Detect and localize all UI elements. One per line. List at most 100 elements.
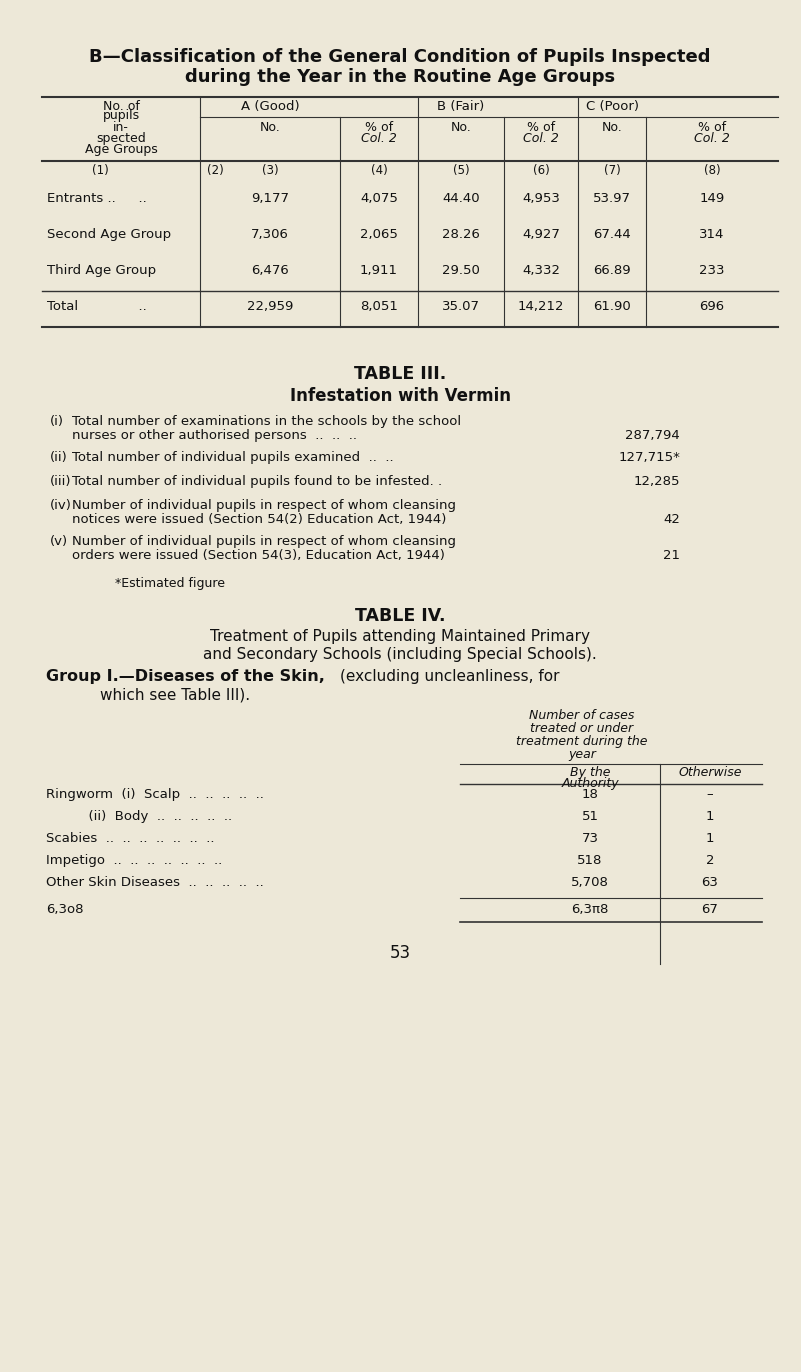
Text: Treatment of Pupils attending Maintained Primary: Treatment of Pupils attending Maintained… [210, 628, 590, 643]
Text: 5,708: 5,708 [571, 875, 609, 889]
Text: 9,177: 9,177 [251, 192, 289, 204]
Text: (iv): (iv) [50, 499, 72, 512]
Text: –: – [706, 788, 714, 801]
Text: Impetigo  ..  ..  ..  ..  ..  ..  ..: Impetigo .. .. .. .. .. .. .. [46, 853, 222, 867]
Text: (4): (4) [371, 165, 388, 177]
Text: 4,953: 4,953 [522, 192, 560, 204]
Text: Second Age Group: Second Age Group [47, 228, 171, 241]
Text: No. of: No. of [103, 100, 139, 113]
Text: 18: 18 [582, 788, 598, 801]
Text: pupils: pupils [103, 108, 139, 122]
Text: A (Good): A (Good) [240, 100, 300, 113]
Text: (ii)  Body  ..  ..  ..  ..  ..: (ii) Body .. .. .. .. .. [46, 809, 232, 823]
Text: Col. 2: Col. 2 [523, 132, 559, 145]
Text: 4,927: 4,927 [522, 228, 560, 241]
Text: (v): (v) [50, 535, 68, 547]
Text: 6,476: 6,476 [252, 263, 289, 277]
Text: 73: 73 [582, 831, 598, 845]
Text: TABLE IV.: TABLE IV. [355, 606, 445, 626]
Text: 63: 63 [702, 875, 718, 889]
Text: 67: 67 [702, 903, 718, 916]
Text: in-: in- [113, 121, 129, 134]
Text: Col. 2: Col. 2 [694, 132, 730, 145]
Text: 42: 42 [663, 513, 680, 525]
Text: 2: 2 [706, 853, 714, 867]
Text: 4,332: 4,332 [522, 263, 560, 277]
Text: 4,075: 4,075 [360, 192, 398, 204]
Text: 518: 518 [578, 853, 602, 867]
Text: and Secondary Schools (including Special Schools).: and Secondary Schools (including Special… [203, 648, 597, 663]
Text: Col. 2: Col. 2 [361, 132, 397, 145]
Text: spected: spected [96, 132, 146, 145]
Text: 1,911: 1,911 [360, 263, 398, 277]
Text: 61.90: 61.90 [593, 300, 631, 313]
Text: notices were issued (Section 54(2) Education Act, 1944): notices were issued (Section 54(2) Educa… [72, 513, 446, 525]
Text: % of: % of [527, 121, 555, 134]
Text: (iii): (iii) [50, 475, 71, 488]
Text: 233: 233 [699, 263, 725, 277]
Text: Otherwise: Otherwise [678, 766, 742, 779]
Text: 2,065: 2,065 [360, 228, 398, 241]
Text: Authority: Authority [562, 777, 619, 790]
Text: Total: Total [47, 300, 78, 313]
Text: B—Classification of the General Condition of Pupils Inspected: B—Classification of the General Conditio… [89, 48, 710, 66]
Text: 6,3π8: 6,3π8 [571, 903, 609, 916]
Text: No.: No. [602, 121, 622, 134]
Text: Ringworm  (i)  Scalp  ..  ..  ..  ..  ..: Ringworm (i) Scalp .. .. .. .. .. [46, 788, 264, 801]
Text: 28.26: 28.26 [442, 228, 480, 241]
Text: 1: 1 [706, 831, 714, 845]
Text: year: year [568, 748, 596, 761]
Text: during the Year in the Routine Age Groups: during the Year in the Routine Age Group… [185, 69, 615, 86]
Text: Scabies  ..  ..  ..  ..  ..  ..  ..: Scabies .. .. .. .. .. .. .. [46, 831, 215, 845]
Text: Number of cases: Number of cases [529, 709, 634, 722]
Text: (excluding uncleanliness, for: (excluding uncleanliness, for [340, 670, 560, 685]
Text: 29.50: 29.50 [442, 263, 480, 277]
Text: 35.07: 35.07 [442, 300, 480, 313]
Text: No.: No. [451, 121, 471, 134]
Text: 1: 1 [706, 809, 714, 823]
Text: ..: .. [130, 300, 147, 313]
Text: treatment during the: treatment during the [517, 735, 648, 748]
Text: Infestation with Vermin: Infestation with Vermin [289, 387, 510, 405]
Text: 21: 21 [663, 549, 680, 563]
Text: 6,3ο8: 6,3ο8 [46, 903, 83, 916]
Text: (i): (i) [50, 414, 64, 428]
Text: TABLE III.: TABLE III. [354, 365, 446, 383]
Text: (3): (3) [262, 165, 278, 177]
Text: 8,051: 8,051 [360, 300, 398, 313]
Text: Total number of individual pupils found to be infested. .: Total number of individual pupils found … [72, 475, 442, 488]
Text: Other Skin Diseases  ..  ..  ..  ..  ..: Other Skin Diseases .. .. .. .. .. [46, 875, 264, 889]
Text: 14,212: 14,212 [517, 300, 564, 313]
Text: 51: 51 [582, 809, 598, 823]
Text: (7): (7) [604, 165, 621, 177]
Text: 7,306: 7,306 [251, 228, 289, 241]
Text: Total number of individual pupils examined  ..  ..: Total number of individual pupils examin… [72, 451, 393, 464]
Text: Total number of examinations in the schools by the school: Total number of examinations in the scho… [72, 414, 461, 428]
Text: which see Table III).: which see Table III). [100, 687, 250, 702]
Text: nurses or other authorised persons  ..  ..  ..: nurses or other authorised persons .. ..… [72, 429, 357, 442]
Text: 66.89: 66.89 [594, 263, 631, 277]
Text: (1): (1) [91, 165, 108, 177]
Text: (8): (8) [704, 165, 720, 177]
Text: 287,794: 287,794 [626, 429, 680, 442]
Text: ..: .. [130, 192, 147, 204]
Text: (5): (5) [453, 165, 469, 177]
Text: treated or under: treated or under [530, 722, 634, 735]
Text: Third Age Group: Third Age Group [47, 263, 156, 277]
Text: Entrants ..: Entrants .. [47, 192, 116, 204]
Text: 12,285: 12,285 [634, 475, 680, 488]
Text: *Estimated figure: *Estimated figure [115, 578, 225, 590]
Text: C (Poor): C (Poor) [586, 100, 638, 113]
Text: 314: 314 [699, 228, 725, 241]
Text: 127,715*: 127,715* [618, 451, 680, 464]
Text: % of: % of [365, 121, 393, 134]
Text: Age Groups: Age Groups [85, 143, 157, 156]
Text: 53: 53 [389, 944, 411, 962]
Text: 696: 696 [699, 300, 725, 313]
Text: (2): (2) [207, 165, 223, 177]
Text: 22,959: 22,959 [247, 300, 293, 313]
Text: No.: No. [260, 121, 280, 134]
Text: 67.44: 67.44 [593, 228, 631, 241]
Text: 53.97: 53.97 [593, 192, 631, 204]
Text: Number of individual pupils in respect of whom cleansing: Number of individual pupils in respect o… [72, 535, 456, 547]
